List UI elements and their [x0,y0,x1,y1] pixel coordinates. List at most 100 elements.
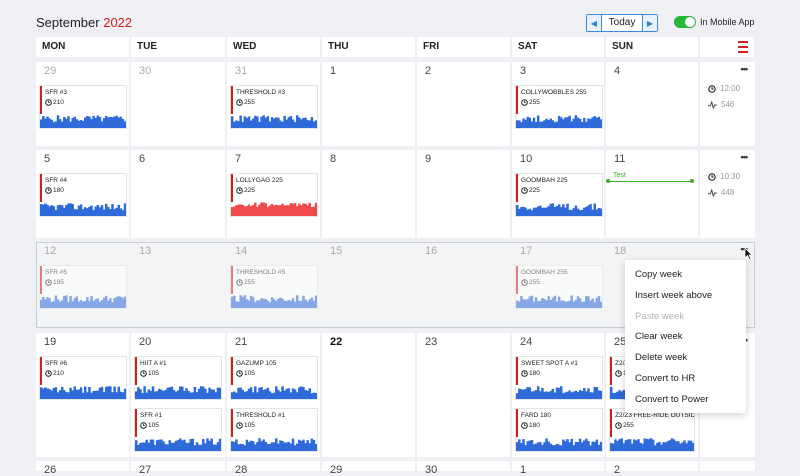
workout-marker [40,174,42,202]
workout-name: SFR #1 [140,412,163,419]
workout-duration-value: 180 [53,187,64,194]
calendar-day-cell[interactable]: 12 [36,242,129,328]
week-load-total: 546 [708,100,734,109]
workout-card[interactable]: THRESHOLD #1 105 [230,408,318,452]
workout-duration-value: 195 [53,279,64,286]
workout-card[interactable]: GOOMBAH 255 255 [515,265,603,309]
calendar-day-cell[interactable]: 26 [36,461,129,476]
workout-name: Z2/Z3 FREE-RIDE OUTSIDE [615,412,695,419]
event-label[interactable]: Test [613,172,626,179]
mobile-app-toggle[interactable] [674,16,696,28]
calendar-day-cell[interactable]: 9 [417,150,510,238]
workout-card[interactable]: THRESHOLD #5 255 [230,265,318,309]
hamburger-menu-icon[interactable] [700,37,754,57]
workout-card[interactable]: SFR #5 195 [39,265,127,309]
day-number: 15 [330,245,343,257]
today-button[interactable]: Today [601,15,643,31]
previous-arrow-icon[interactable]: ◀ [587,15,601,31]
menu-item-clear-week[interactable]: Clear week [635,331,683,343]
day-number: 25 [614,336,627,348]
workout-profile-graph [40,203,126,216]
workout-card[interactable]: GOOMBAH 225 225 [515,173,603,217]
calendar-day-cell[interactable]: 2 [606,461,698,476]
workout-duration: 255 [236,279,255,286]
week-options-icon[interactable]: ••• [740,152,749,162]
day-number: 18 [614,245,627,257]
year: 2022 [103,15,133,30]
clock-icon [45,187,52,194]
workout-duration-value: 105 [148,370,159,377]
workout-card[interactable]: LOLLYGAG 225 225 [230,173,318,217]
week-time-value: 12:00 [720,84,741,93]
workout-card[interactable]: SFR #3 210 [39,85,127,129]
workout-card[interactable]: SFR #4 180 [39,173,127,217]
day-number: 30 [425,464,438,476]
clock-icon [236,187,243,194]
clock-icon [521,99,528,106]
calendar-day-cell[interactable]: 30 [131,62,225,146]
calendar-day-cell[interactable]: 4 [606,62,698,146]
calendar-day-cell[interactable]: 29 [322,461,415,476]
event-line[interactable] [606,179,694,183]
day-number: 10 [520,153,533,165]
day-number: 29 [330,464,343,476]
menu-item-convert-to-hr[interactable]: Convert to HR [635,373,696,384]
workout-name: SFR #6 [45,360,68,367]
workout-card[interactable]: SFR #6 210 [39,356,127,400]
workout-card[interactable]: COLLYWOBBLES 255 255 [515,85,603,129]
workout-profile-graph [40,115,126,128]
calendar-day-cell[interactable]: 27 [131,461,225,476]
workout-card[interactable]: HIIT A #1 105 [134,356,222,400]
workout-card[interactable]: FARD 180 180 [515,408,603,452]
calendar-day-cell[interactable]: 17 [512,242,604,328]
day-number: 3 [520,65,527,77]
calendar-day-cell[interactable]: 8 [322,150,415,238]
calendar-day-cell[interactable]: 1 [512,461,604,476]
menu-item-delete-week[interactable]: Delete week [635,352,688,364]
calendar-day-cell[interactable]: 15 [322,242,415,328]
calendar-day-cell[interactable]: 13 [131,242,225,328]
workout-profile-graph [231,386,317,399]
workout-duration: 180 [45,187,64,194]
calendar-header: September 2022 ◀ Today ▶ In Mobile App [0,0,800,36]
clock-icon [140,370,147,377]
day-number: 11 [614,153,626,165]
calendar-day-cell[interactable]: 1 [322,62,415,146]
calendar-day-cell[interactable]: 22 [322,333,415,457]
menu-item-convert-to-power[interactable]: Convert to Power [635,393,709,405]
workout-card[interactable]: GAZUMP 105 105 [230,356,318,400]
workout-duration: 105 [236,370,255,377]
calendar-day-cell[interactable]: 18 [606,242,698,328]
calendar-day-cell[interactable]: 23 [417,333,510,457]
workout-profile-graph [231,202,317,216]
calendar-day-cell[interactable]: 28 [227,461,320,476]
next-arrow-icon[interactable]: ▶ [643,15,657,31]
calendar-day-cell[interactable]: 14 [227,242,320,328]
day-number: 21 [235,336,248,348]
clock-icon [236,370,243,377]
calendar-day-cell[interactable]: 2 [417,62,510,146]
menu-item-copy-week[interactable]: Copy week [635,269,682,280]
workout-card[interactable]: Z2/Z3 FREE-RIDE OUTSIDE 255 [609,408,695,452]
clock-icon [521,422,528,429]
week-options-icon[interactable]: ••• [740,64,749,74]
workout-card[interactable]: SWEET SPOT A #1 180 [515,356,603,400]
workout-marker [40,357,42,385]
menu-item-insert-week-above[interactable]: Insert week above [635,289,713,301]
calendar-day-cell[interactable]: 6 [131,150,225,238]
week-time-value: 10:30 [720,172,741,181]
calendar-day-cell[interactable]: 30 [417,461,510,476]
week-options-icon[interactable]: ••• [740,244,749,254]
week-navigation: ◀ Today ▶ [586,14,658,32]
day-number: 2 [425,65,432,77]
calendar-day-cell[interactable]: 16 [417,242,510,328]
workout-card[interactable]: SFR #1 105 [134,408,222,452]
day-number: 29 [44,65,57,77]
clock-icon [521,370,528,377]
workout-duration: 225 [521,187,540,194]
day-header-tue: TUE [131,37,225,57]
clock-icon [45,99,52,106]
workout-card[interactable]: THRESHOLD #3 255 [230,85,318,129]
calendar-day-cell[interactable]: 11 [606,150,698,238]
day-number: 7 [235,153,242,165]
